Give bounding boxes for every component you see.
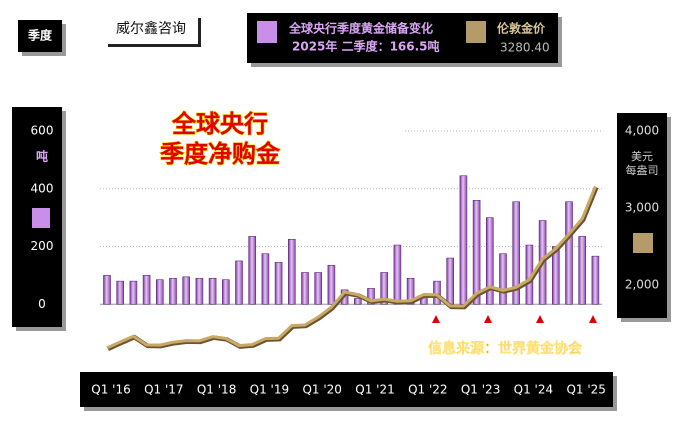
bar bbox=[367, 288, 375, 305]
x-tick-label: Q1 '17 bbox=[144, 383, 183, 397]
bar bbox=[248, 236, 256, 305]
x-axis-panel bbox=[80, 372, 613, 407]
bar bbox=[142, 275, 151, 305]
x-tick-label: Q1 '23 bbox=[461, 383, 500, 397]
annotation: 信息来源：世界黄金协会 bbox=[428, 340, 583, 357]
bar bbox=[222, 279, 230, 305]
bar bbox=[565, 201, 573, 305]
bar bbox=[314, 272, 323, 305]
bar bbox=[591, 255, 600, 305]
y2-tick-label: 4,000 bbox=[625, 124, 659, 138]
bar bbox=[182, 276, 190, 305]
y2-unit: 美元每盎司 bbox=[626, 150, 659, 177]
y2-tick-label: 2,000 bbox=[625, 278, 659, 292]
brand: 威尔鑫咨询 bbox=[116, 20, 186, 37]
x-tick-label: Q1 '18 bbox=[197, 383, 236, 397]
bar bbox=[261, 253, 270, 305]
bar bbox=[406, 277, 415, 305]
line-shadow bbox=[107, 186, 599, 351]
axis-swatch bbox=[32, 208, 50, 228]
legend-label: 伦敦金价 bbox=[497, 21, 546, 36]
x-tick-label: Q1 '22 bbox=[408, 383, 447, 397]
bar bbox=[433, 280, 441, 305]
arrows bbox=[432, 315, 597, 323]
x-tick-label: Q1 '21 bbox=[355, 383, 394, 397]
period-box bbox=[18, 20, 62, 52]
bar bbox=[380, 272, 389, 305]
brand-box bbox=[105, 15, 198, 44]
bar bbox=[393, 244, 402, 305]
y-tick-label: 400 bbox=[31, 181, 54, 195]
chart-title: 全球央行季度净购金 bbox=[160, 110, 281, 168]
legend-swatch bbox=[257, 21, 277, 43]
bar bbox=[208, 277, 217, 305]
bar bbox=[195, 277, 204, 305]
bar bbox=[446, 257, 455, 305]
bar bbox=[472, 200, 481, 305]
bar bbox=[327, 264, 336, 305]
bar bbox=[156, 279, 164, 305]
bar bbox=[129, 280, 138, 305]
bar bbox=[499, 253, 507, 305]
bar bbox=[235, 260, 243, 305]
bar bbox=[353, 298, 362, 305]
y-tick-label: 600 bbox=[31, 124, 54, 138]
legend-note: 2025年 二季度：166.5吨 bbox=[292, 39, 440, 54]
legend-label: 全球央行季度黄金储备变化 bbox=[288, 21, 433, 36]
bar bbox=[103, 275, 111, 305]
bar bbox=[287, 238, 296, 305]
x-tick-label: Q1 '24 bbox=[514, 383, 553, 397]
y-tick-label: 200 bbox=[31, 239, 54, 253]
bar bbox=[459, 175, 468, 305]
bar bbox=[512, 201, 521, 305]
period-tag: 季度 bbox=[27, 28, 53, 43]
price-label: 3280.40 bbox=[500, 41, 550, 55]
line bbox=[106, 185, 597, 350]
bar bbox=[169, 277, 177, 305]
y2-tick-label: 3,000 bbox=[625, 201, 659, 215]
legend-box bbox=[247, 13, 558, 63]
x-tick-label: Q1 '19 bbox=[250, 383, 289, 397]
bar bbox=[485, 217, 494, 305]
y-tick-label: 0 bbox=[38, 297, 46, 311]
bar bbox=[274, 262, 283, 305]
x-tick-label: Q1 '16 bbox=[91, 383, 130, 397]
legend-swatch bbox=[466, 21, 486, 43]
x-tick-label: Q1 '20 bbox=[302, 383, 341, 397]
axis-swatch bbox=[633, 233, 653, 253]
x-tick-label: Q1 '25 bbox=[566, 383, 605, 397]
bar bbox=[116, 280, 124, 305]
bar bbox=[301, 272, 309, 305]
y-unit: 吨 bbox=[36, 149, 48, 164]
bar bbox=[551, 246, 560, 305]
bar bbox=[578, 236, 587, 305]
y2-axis-panel bbox=[617, 113, 667, 318]
